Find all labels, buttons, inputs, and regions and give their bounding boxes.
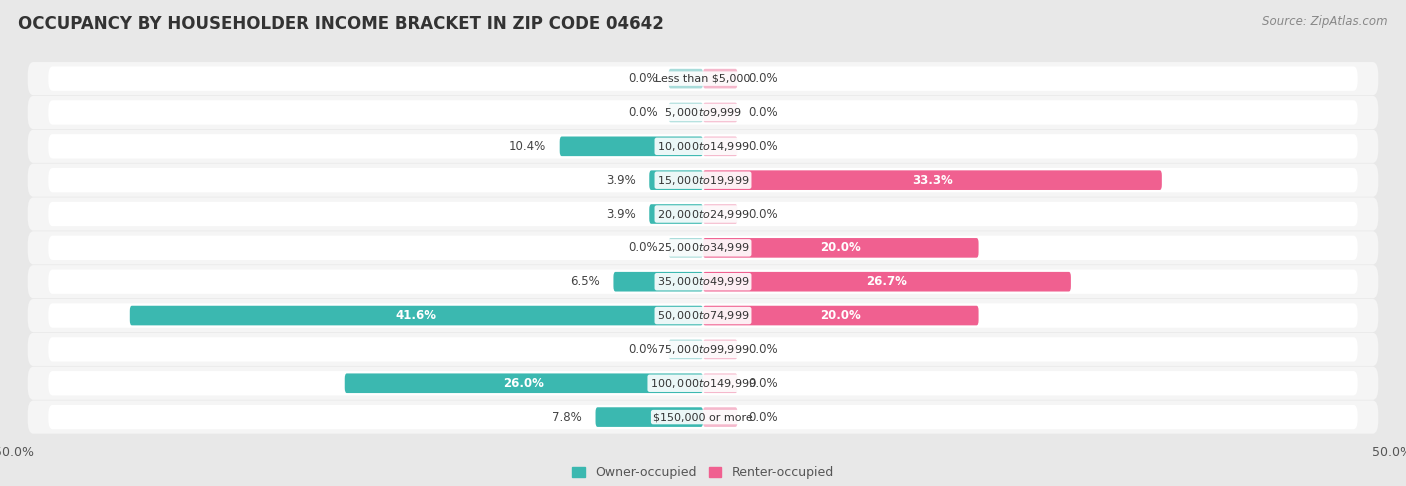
FancyBboxPatch shape xyxy=(703,103,738,122)
Text: 33.3%: 33.3% xyxy=(912,174,953,187)
FancyBboxPatch shape xyxy=(703,69,738,88)
FancyBboxPatch shape xyxy=(669,69,703,88)
Text: 0.0%: 0.0% xyxy=(628,343,658,356)
Text: 3.9%: 3.9% xyxy=(606,174,636,187)
FancyBboxPatch shape xyxy=(48,303,1358,328)
FancyBboxPatch shape xyxy=(669,103,703,122)
Text: 0.0%: 0.0% xyxy=(748,343,778,356)
FancyBboxPatch shape xyxy=(28,96,1378,129)
Text: 26.7%: 26.7% xyxy=(866,275,907,288)
FancyBboxPatch shape xyxy=(48,134,1358,158)
FancyBboxPatch shape xyxy=(703,171,1161,190)
FancyBboxPatch shape xyxy=(28,62,1378,95)
FancyBboxPatch shape xyxy=(48,270,1358,294)
Text: 0.0%: 0.0% xyxy=(748,72,778,85)
FancyBboxPatch shape xyxy=(669,340,703,359)
FancyBboxPatch shape xyxy=(48,100,1358,124)
FancyBboxPatch shape xyxy=(48,405,1358,429)
Text: 0.0%: 0.0% xyxy=(748,208,778,221)
FancyBboxPatch shape xyxy=(703,340,738,359)
Text: 10.4%: 10.4% xyxy=(509,140,546,153)
Text: 0.0%: 0.0% xyxy=(628,242,658,254)
FancyBboxPatch shape xyxy=(28,197,1378,230)
FancyBboxPatch shape xyxy=(703,137,738,156)
FancyBboxPatch shape xyxy=(703,407,738,427)
FancyBboxPatch shape xyxy=(669,238,703,258)
Text: 3.9%: 3.9% xyxy=(606,208,636,221)
FancyBboxPatch shape xyxy=(703,373,738,393)
Text: 0.0%: 0.0% xyxy=(748,140,778,153)
FancyBboxPatch shape xyxy=(613,272,703,292)
FancyBboxPatch shape xyxy=(28,333,1378,366)
Text: Source: ZipAtlas.com: Source: ZipAtlas.com xyxy=(1263,15,1388,28)
FancyBboxPatch shape xyxy=(48,236,1358,260)
Text: $150,000 or more: $150,000 or more xyxy=(654,412,752,422)
Text: OCCUPANCY BY HOUSEHOLDER INCOME BRACKET IN ZIP CODE 04642: OCCUPANCY BY HOUSEHOLDER INCOME BRACKET … xyxy=(18,15,664,33)
Legend: Owner-occupied, Renter-occupied: Owner-occupied, Renter-occupied xyxy=(568,461,838,484)
FancyBboxPatch shape xyxy=(344,373,703,393)
FancyBboxPatch shape xyxy=(48,168,1358,192)
Text: $35,000 to $49,999: $35,000 to $49,999 xyxy=(657,275,749,288)
Text: $75,000 to $99,999: $75,000 to $99,999 xyxy=(657,343,749,356)
Text: $100,000 to $149,999: $100,000 to $149,999 xyxy=(650,377,756,390)
Text: 0.0%: 0.0% xyxy=(748,106,778,119)
Text: $25,000 to $34,999: $25,000 to $34,999 xyxy=(657,242,749,254)
FancyBboxPatch shape xyxy=(129,306,703,325)
FancyBboxPatch shape xyxy=(48,67,1358,91)
FancyBboxPatch shape xyxy=(650,204,703,224)
Text: Less than $5,000: Less than $5,000 xyxy=(655,73,751,84)
FancyBboxPatch shape xyxy=(28,400,1378,434)
Text: $5,000 to $9,999: $5,000 to $9,999 xyxy=(664,106,742,119)
FancyBboxPatch shape xyxy=(28,299,1378,332)
FancyBboxPatch shape xyxy=(703,204,738,224)
Text: 0.0%: 0.0% xyxy=(628,72,658,85)
FancyBboxPatch shape xyxy=(28,130,1378,163)
Text: 0.0%: 0.0% xyxy=(748,377,778,390)
Text: $10,000 to $14,999: $10,000 to $14,999 xyxy=(657,140,749,153)
FancyBboxPatch shape xyxy=(703,272,1071,292)
FancyBboxPatch shape xyxy=(28,366,1378,400)
Text: 7.8%: 7.8% xyxy=(553,411,582,424)
Text: $50,000 to $74,999: $50,000 to $74,999 xyxy=(657,309,749,322)
FancyBboxPatch shape xyxy=(48,202,1358,226)
FancyBboxPatch shape xyxy=(28,231,1378,264)
FancyBboxPatch shape xyxy=(48,337,1358,362)
Text: 41.6%: 41.6% xyxy=(396,309,437,322)
Text: $15,000 to $19,999: $15,000 to $19,999 xyxy=(657,174,749,187)
Text: 20.0%: 20.0% xyxy=(821,309,860,322)
FancyBboxPatch shape xyxy=(28,265,1378,298)
FancyBboxPatch shape xyxy=(28,164,1378,197)
FancyBboxPatch shape xyxy=(560,137,703,156)
Text: 0.0%: 0.0% xyxy=(628,106,658,119)
FancyBboxPatch shape xyxy=(650,171,703,190)
Text: 26.0%: 26.0% xyxy=(503,377,544,390)
FancyBboxPatch shape xyxy=(48,371,1358,396)
FancyBboxPatch shape xyxy=(703,306,979,325)
FancyBboxPatch shape xyxy=(596,407,703,427)
Text: 0.0%: 0.0% xyxy=(748,411,778,424)
Text: 20.0%: 20.0% xyxy=(821,242,860,254)
Text: 6.5%: 6.5% xyxy=(569,275,599,288)
Text: $20,000 to $24,999: $20,000 to $24,999 xyxy=(657,208,749,221)
FancyBboxPatch shape xyxy=(703,238,979,258)
